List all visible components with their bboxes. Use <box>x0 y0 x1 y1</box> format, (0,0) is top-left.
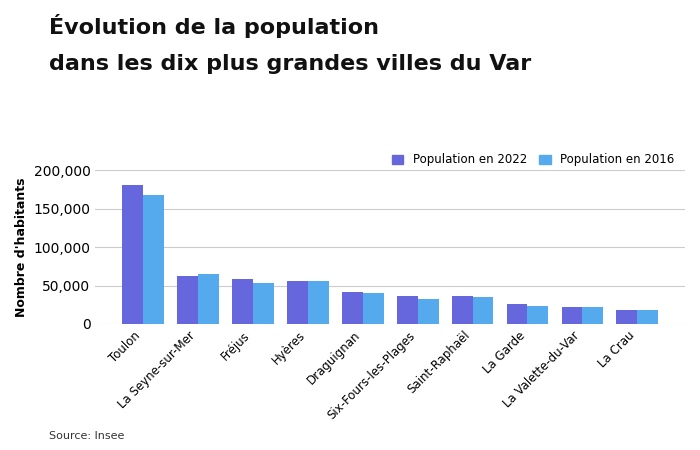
Bar <box>363 293 384 324</box>
Bar <box>308 281 329 324</box>
Bar <box>122 185 143 324</box>
Bar <box>561 307 582 324</box>
Bar <box>528 306 548 324</box>
Bar <box>452 296 472 324</box>
Text: Source: Insee: Source: Insee <box>49 431 125 441</box>
Bar <box>342 292 363 324</box>
Bar <box>617 310 637 324</box>
Bar <box>177 275 198 324</box>
Bar <box>473 297 494 324</box>
Bar <box>582 307 603 324</box>
Bar <box>253 283 274 324</box>
Bar <box>287 281 308 324</box>
Y-axis label: Nombre d'habitants: Nombre d'habitants <box>15 177 28 317</box>
Bar <box>397 296 418 324</box>
Bar <box>418 299 438 324</box>
Text: dans les dix plus grandes villes du Var: dans les dix plus grandes villes du Var <box>49 54 531 74</box>
Bar <box>232 279 253 324</box>
Text: Évolution de la population: Évolution de la population <box>49 14 379 37</box>
Bar <box>637 310 658 324</box>
Bar <box>143 195 164 324</box>
Legend: Population en 2022, Population en 2016: Population en 2022, Population en 2016 <box>387 149 679 171</box>
Bar <box>198 274 219 324</box>
Bar <box>507 304 528 324</box>
